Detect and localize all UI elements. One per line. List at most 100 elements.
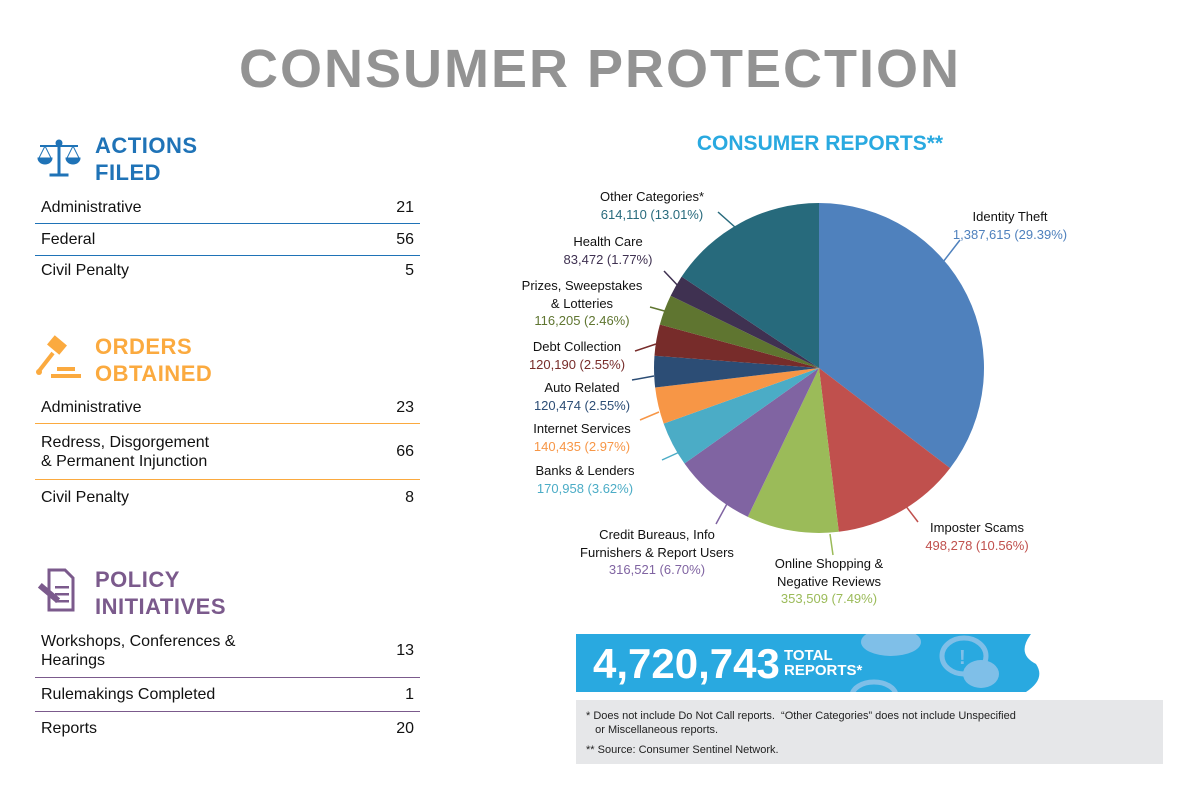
row-value: 21	[396, 198, 414, 216]
orders-obtained-section: ORDERS OBTAINED Administrative 23 Redress,…	[35, 333, 420, 516]
table-row: Reports 20	[35, 712, 420, 746]
row-label: Redress, Disgorgement & Permanent Injunc…	[41, 433, 210, 470]
slice-label: Internet Services 140,435 (2.97%)	[533, 420, 631, 455]
table-row: Administrative 23	[35, 392, 420, 424]
slice-value: 83,472 (1.77%)	[563, 251, 653, 267]
footnotes: * Does not include Do Not Call reports. …	[576, 700, 1163, 764]
section-title: ORDERS	[95, 334, 193, 359]
pie-slice	[684, 368, 819, 517]
table-row: Civil Penalty 5	[35, 256, 420, 286]
row-label: Administrative	[41, 398, 142, 416]
slice-value: 316,521 (6.70%)	[608, 562, 706, 577]
row-label: Workshops, Conferences & Hearings	[41, 632, 236, 669]
leader-line	[663, 270, 683, 291]
pie-slice	[747, 368, 839, 533]
section-title: INITIATIVES	[95, 594, 226, 619]
row-value: 66	[396, 443, 414, 460]
document-pen-icon	[37, 568, 75, 612]
slice-name: Health Care	[573, 234, 643, 249]
slice-label: Health Care 83,472 (1.77%)	[564, 233, 653, 268]
slice-name: Banks & Lenders	[535, 463, 635, 478]
slice-value: 120,190 (2.55%)	[528, 356, 626, 372]
slice-value: 614,110 (13.01%)	[600, 206, 704, 222]
slice-value: 1,387,615 (29.39%)	[952, 226, 1068, 242]
pie-slice	[819, 203, 984, 469]
table-row: Federal 56	[35, 224, 420, 256]
slice-label: Imposter Scams 498,278 (10.56%)	[925, 519, 1028, 554]
table-row: Redress, Disgorgement & Permanent Injunc…	[35, 424, 420, 480]
table-row: Rulemakings Completed 1	[35, 678, 420, 712]
leader-line	[717, 211, 737, 229]
slice-name: Auto Related	[544, 380, 620, 395]
leader-line	[661, 449, 685, 461]
page-title: CONSUMER PROTECTION	[238, 39, 962, 99]
speech-bubbles-icon: !	[850, 634, 1062, 692]
section-title: ACTIONS	[95, 133, 198, 158]
leader-line	[715, 501, 729, 525]
slice-label: Auto Related 120,474 (2.55%)	[534, 379, 630, 414]
row-label: Civil Penalty	[41, 262, 130, 279]
pie-slice	[819, 368, 951, 532]
slice-value: 120,474 (2.55%)	[533, 397, 631, 413]
section-title: FILED	[95, 160, 162, 185]
footnote: * Does not include Do Not Call reports. …	[586, 710, 1016, 736]
table-row: Workshops, Conferences & Hearings 13	[35, 624, 420, 678]
slice-name: Internet Services	[533, 421, 631, 436]
scales-icon	[37, 139, 81, 177]
slice-label: Online Shopping & Negative Reviews 353,50…	[775, 555, 883, 608]
row-value: 56	[396, 230, 414, 248]
row-value: 8	[405, 489, 414, 506]
total-reports-banner: ! 4,720,743 TOTAL REPORTS*	[576, 634, 1062, 692]
slice-name: Credit Bureaus, Info Furnishers & Report…	[580, 527, 734, 560]
leader-line	[649, 306, 669, 313]
row-label: Civil Penalty	[41, 489, 130, 506]
actions-filed-section: ACTIONS FILED Administrative 21 Federal 56 …	[35, 132, 420, 286]
pie-slice	[654, 355, 819, 388]
row-label: Rulemakings Completed	[41, 685, 216, 703]
slice-name: Online Shopping & Negative Reviews	[774, 556, 884, 589]
leader-line	[942, 239, 961, 263]
slice-name: Identity Theft	[972, 209, 1048, 224]
slice-value: 353,509 (7.49%)	[780, 591, 878, 606]
table-row: Civil Penalty 8	[35, 480, 420, 516]
row-label: Administrative	[41, 198, 142, 216]
row-label: Reports	[41, 720, 98, 737]
row-value: 23	[396, 398, 414, 416]
leader-line	[634, 343, 657, 352]
pie-slice	[659, 295, 819, 368]
table-row: Administrative 21	[35, 192, 420, 224]
leader-line	[631, 375, 655, 381]
section-title: OBTAINED	[95, 361, 213, 386]
svg-text:!: !	[959, 647, 966, 669]
slice-label: Identity Theft 1,387,615 (29.39%)	[953, 208, 1067, 243]
slice-label: Debt Collection 120,190 (2.55%)	[529, 338, 625, 373]
chart-title: CONSUMER REPORTS**	[696, 132, 944, 155]
pie-slice	[654, 324, 819, 368]
pie-slice	[670, 276, 819, 368]
policy-initiatives-section: POLICY INITIATIVES Workshops, Conferences…	[35, 566, 420, 746]
slice-label: Other Categories* 614,110 (13.01%)	[600, 188, 704, 223]
slice-value: 140,435 (2.97%)	[533, 438, 631, 454]
leader-line	[639, 411, 660, 421]
slice-value: 498,278 (10.56%)	[925, 537, 1029, 553]
section-title: POLICY	[95, 567, 180, 592]
slice-name: Other Categories*	[599, 189, 705, 204]
pie-slice	[681, 203, 819, 368]
leader-line	[829, 533, 834, 556]
slice-label: Prizes, Sweepstakes & Lotteries 116,205 (…	[522, 277, 643, 330]
row-value: 5	[405, 262, 414, 279]
pie-slice	[655, 368, 819, 424]
slice-label: Credit Bureaus, Info Furnishers & Report…	[580, 526, 734, 579]
slice-name: Debt Collection	[532, 339, 622, 354]
row-value: 20	[396, 720, 414, 737]
row-value: 1	[405, 685, 414, 703]
slice-value: 116,205 (2.46%)	[534, 313, 630, 328]
footnote: ** Source: Consumer Sentinel Network.	[586, 744, 779, 756]
row-value: 13	[396, 642, 414, 659]
slice-label: Banks & Lenders 170,958 (3.62%)	[535, 462, 634, 497]
slice-name: Imposter Scams	[930, 520, 1024, 535]
leader-line	[904, 504, 919, 523]
row-label: Federal	[41, 230, 96, 248]
slice-value: 170,958 (3.62%)	[536, 480, 634, 496]
